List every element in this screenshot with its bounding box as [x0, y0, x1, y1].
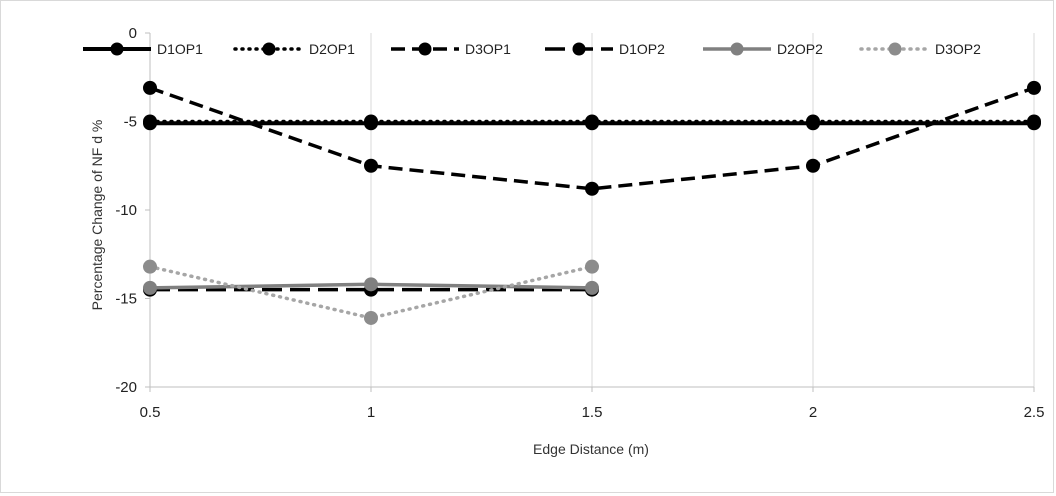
- data-point: [806, 158, 820, 173]
- y-tick-label: 0: [129, 25, 137, 42]
- series-d3op1: [143, 80, 1041, 196]
- data-point: [1027, 80, 1041, 95]
- x-tick-label: 2.5: [1024, 404, 1045, 421]
- legend-entry-d2op2: D2OP2: [703, 41, 823, 57]
- x-tick-label: 0.5: [140, 404, 161, 421]
- series-d3op2: [143, 259, 599, 325]
- legend-label: D2OP2: [777, 41, 823, 57]
- axes: [145, 32, 1035, 392]
- legend-marker: [110, 42, 124, 56]
- data-point: [585, 114, 599, 129]
- data-point: [585, 280, 599, 295]
- series-line: [149, 86, 1035, 191]
- legend-label: D1OP1: [157, 41, 203, 57]
- x-tick-labels: 0.5 1 1.5 2 2.5: [140, 404, 1045, 421]
- data-point: [364, 277, 378, 292]
- legend-marker: [418, 42, 432, 56]
- legend-entry-d1op1: D1OP1: [83, 41, 203, 57]
- data-point: [364, 310, 378, 325]
- y-axis-title: Percentage Change of NF d %: [89, 120, 105, 311]
- y-tick-label: -20: [115, 379, 137, 396]
- data-point: [143, 114, 157, 129]
- data-point: [143, 80, 157, 95]
- data-point: [143, 280, 157, 295]
- x-tick-label: 2: [809, 404, 817, 421]
- legend-entry-d1op2: D1OP2: [545, 41, 665, 57]
- data-point: [364, 114, 378, 129]
- legend-label: D1OP2: [619, 41, 665, 57]
- legend-marker: [262, 42, 276, 56]
- data-point: [1027, 114, 1041, 129]
- data-point: [806, 114, 820, 129]
- series-d2op2: [143, 277, 599, 295]
- legend-entry-d3op2: D3OP2: [859, 41, 981, 57]
- legend: D1OP1 D2OP1 D3OP1 D1OP2 D2OP2 D3OP2: [83, 41, 981, 57]
- y-tick-label: -5: [124, 114, 137, 131]
- legend-marker: [572, 42, 586, 56]
- data-point: [364, 158, 378, 173]
- y-tick-label: -10: [115, 202, 137, 219]
- data-point: [585, 259, 599, 274]
- data-point: [143, 259, 157, 274]
- y-tick-labels: 0 -5 -10 -15 -20: [115, 25, 137, 396]
- x-axis-title: Edge Distance (m): [533, 441, 649, 457]
- legend-marker: [730, 42, 744, 56]
- y-tick-label: -15: [115, 291, 137, 308]
- series-layer: [143, 80, 1041, 325]
- legend-entry-d2op1: D2OP1: [233, 41, 355, 57]
- data-point: [585, 181, 599, 196]
- x-tick-label: 1.5: [582, 404, 603, 421]
- gridlines: [370, 33, 1035, 387]
- x-tick-label: 1: [367, 404, 375, 421]
- legend-label: D2OP1: [309, 41, 355, 57]
- series-line: [148, 264, 594, 320]
- series-d2op1: [143, 114, 1041, 129]
- legend-marker: [888, 42, 902, 56]
- legend-label: D3OP2: [935, 41, 981, 57]
- legend-label: D3OP1: [465, 41, 511, 57]
- legend-entry-d3op1: D3OP1: [391, 41, 511, 57]
